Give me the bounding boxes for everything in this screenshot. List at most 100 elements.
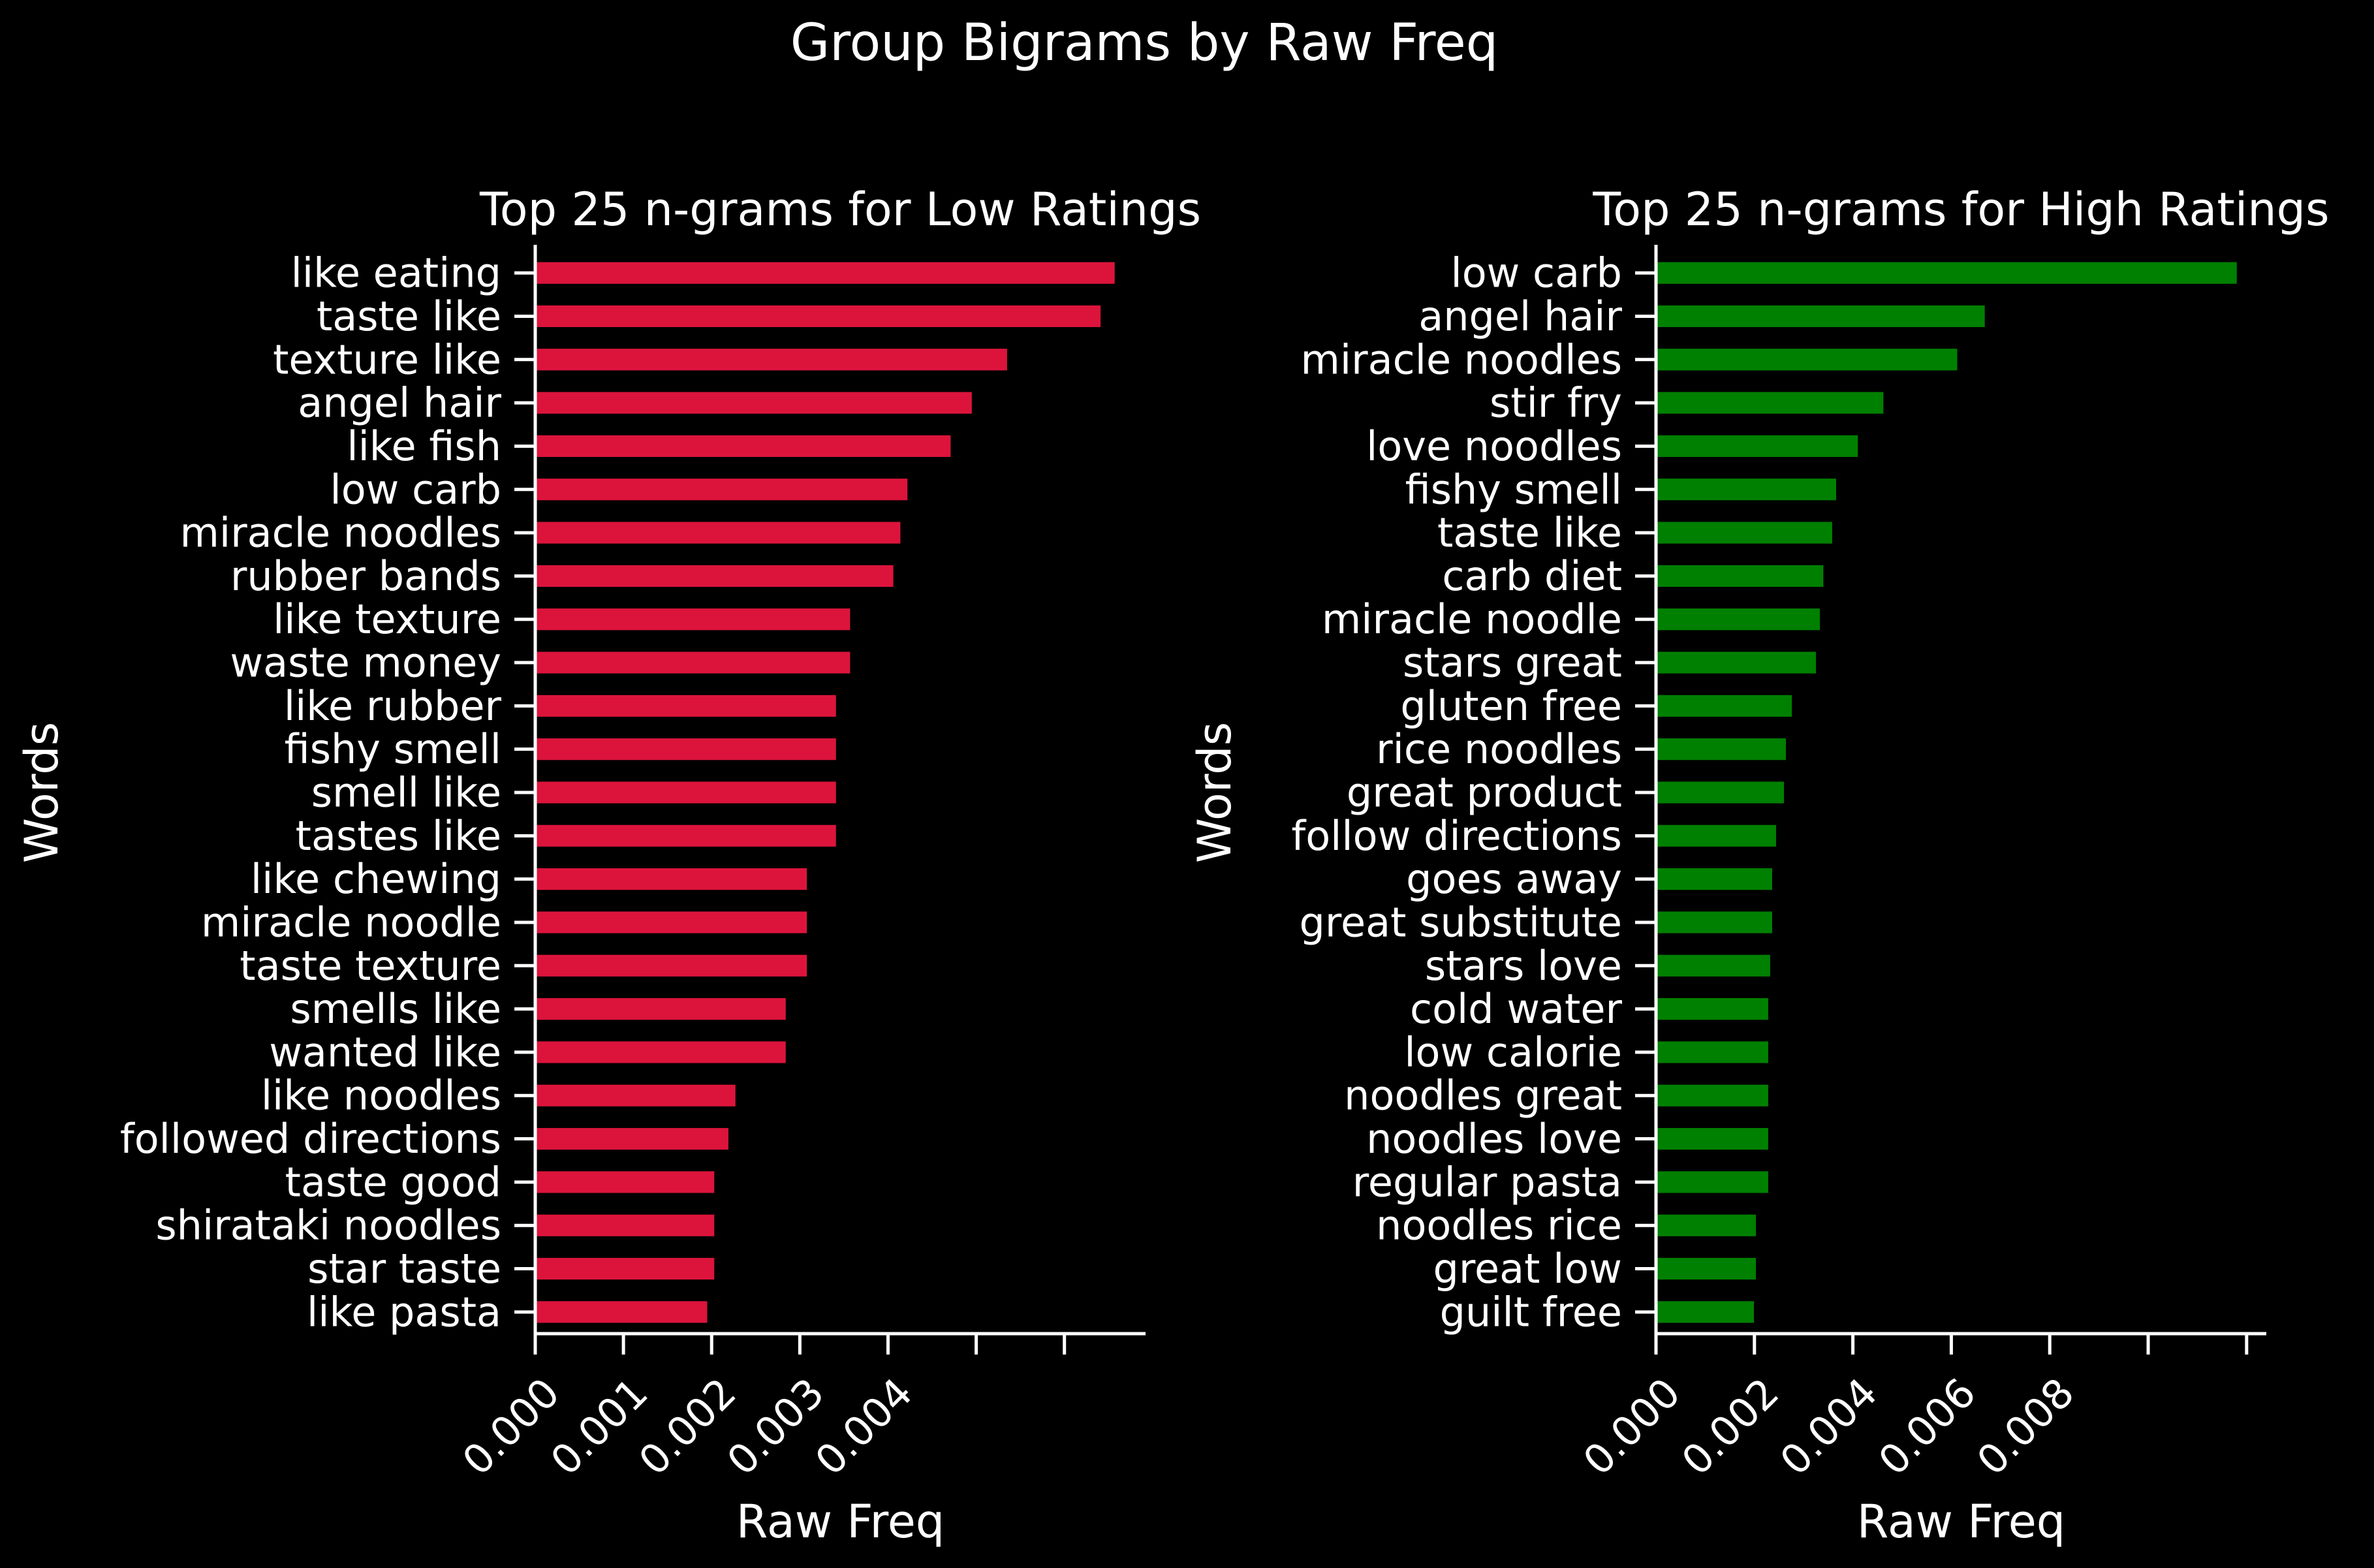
bar xyxy=(535,608,851,631)
category-label: followed directions xyxy=(120,1115,501,1163)
bar xyxy=(535,911,807,933)
bar xyxy=(1656,608,1820,631)
bar xyxy=(1656,781,1785,804)
bar xyxy=(1656,695,1792,717)
category-label: like rubber xyxy=(284,682,502,730)
bar xyxy=(535,781,836,804)
category-label: miracle noodles xyxy=(1301,336,1622,383)
bar xyxy=(1656,1214,1757,1236)
category-label: miracle noodle xyxy=(1322,595,1622,643)
category-label: follow directions xyxy=(1291,812,1622,860)
x-tick-label: 0.003 xyxy=(718,1369,834,1484)
bar xyxy=(535,1084,736,1106)
bar xyxy=(535,1257,715,1280)
category-label: rice noodles xyxy=(1376,725,1622,773)
category-label: great substitute xyxy=(1300,898,1623,946)
category-label: shirataki noodles xyxy=(155,1202,501,1249)
bar xyxy=(535,1127,728,1150)
x-tick-label: 0.001 xyxy=(541,1369,657,1484)
bar xyxy=(535,478,908,501)
category-label: fishy smell xyxy=(1405,465,1622,513)
category-label: carb diet xyxy=(1442,552,1622,600)
category-label: stars love xyxy=(1425,942,1622,990)
bar xyxy=(1656,1084,1768,1106)
bar xyxy=(535,695,836,717)
category-label: noodles great xyxy=(1344,1072,1622,1120)
category-label: like chewing xyxy=(251,855,501,903)
bar xyxy=(535,1171,715,1193)
x-tick-label: 0.002 xyxy=(630,1369,745,1484)
bar xyxy=(1656,1041,1768,1063)
bar xyxy=(535,998,786,1020)
category-label: smells like xyxy=(290,985,501,1033)
category-label: fishy smell xyxy=(285,725,501,773)
category-label: miracle noodle xyxy=(201,898,501,946)
category-label: tastes like xyxy=(296,812,501,860)
category-label: angel hair xyxy=(1418,292,1622,340)
category-label: guilt free xyxy=(1440,1288,1622,1336)
category-label: taste texture xyxy=(240,942,501,990)
bar xyxy=(1656,824,1776,847)
category-label: love noodles xyxy=(1366,422,1622,470)
category-label: angel hair xyxy=(298,379,501,427)
bar xyxy=(1656,262,2237,284)
category-label: like texture xyxy=(273,595,501,643)
bar xyxy=(1656,305,1985,328)
bar xyxy=(535,435,951,458)
bar xyxy=(535,1041,786,1063)
bar xyxy=(1656,1257,1757,1280)
subplot-title: Top 25 n-grams for Low Ratings xyxy=(479,183,1201,236)
category-label: gluten free xyxy=(1400,682,1622,730)
category-label: wanted like xyxy=(269,1028,501,1076)
bar xyxy=(1656,435,1858,458)
x-tick-label: 0.006 xyxy=(1869,1369,1985,1484)
category-label: goes away xyxy=(1406,855,1622,903)
category-label: great low xyxy=(1433,1245,1622,1293)
category-label: taste like xyxy=(1437,509,1622,557)
x-tick-label: 0.000 xyxy=(1574,1369,1689,1484)
category-label: like pasta xyxy=(307,1288,501,1336)
category-label: great product xyxy=(1347,769,1622,817)
category-label: stir fry xyxy=(1490,379,1622,427)
bar xyxy=(1656,522,1832,544)
category-label: waste money xyxy=(230,639,501,687)
x-tick-label: 0.004 xyxy=(806,1369,922,1484)
category-label: regular pasta xyxy=(1352,1158,1622,1206)
category-label: star taste xyxy=(307,1245,501,1293)
bar xyxy=(535,305,1101,328)
category-label: like eating xyxy=(291,249,501,297)
bar xyxy=(535,522,901,544)
x-tick-label: 0.000 xyxy=(453,1369,569,1484)
bar xyxy=(535,954,807,977)
category-label: like fish xyxy=(347,422,501,470)
bar xyxy=(535,868,807,890)
figure-title: Group Bigrams by Raw Freq xyxy=(790,14,1499,72)
bar xyxy=(1656,565,1824,587)
bar xyxy=(1656,998,1768,1020)
category-label: noodles love xyxy=(1366,1115,1622,1163)
bar xyxy=(535,651,851,674)
bar xyxy=(535,262,1115,284)
category-label: stars great xyxy=(1403,639,1622,687)
category-label: smell like xyxy=(311,769,501,817)
category-label: low carb xyxy=(1450,249,1622,297)
bar xyxy=(535,392,972,414)
bar xyxy=(1656,1301,1755,1323)
bar xyxy=(535,824,836,847)
category-label: cold water xyxy=(1410,985,1622,1033)
x-tick-label: 0.002 xyxy=(1672,1369,1788,1484)
subplot-title: Top 25 n-grams for High Ratings xyxy=(1592,183,2329,236)
y-axis-label: Words xyxy=(15,722,69,863)
bar xyxy=(1656,392,1884,414)
category-label: taste like xyxy=(317,292,501,340)
category-label: like noodles xyxy=(261,1072,501,1120)
bar xyxy=(1656,478,1836,501)
category-label: texture like xyxy=(273,336,501,383)
category-label: low carb xyxy=(330,465,501,513)
bar xyxy=(1656,954,1770,977)
bar xyxy=(1656,911,1772,933)
bar xyxy=(535,1301,708,1323)
category-label: noodles rice xyxy=(1376,1202,1622,1249)
bar xyxy=(535,1214,715,1236)
